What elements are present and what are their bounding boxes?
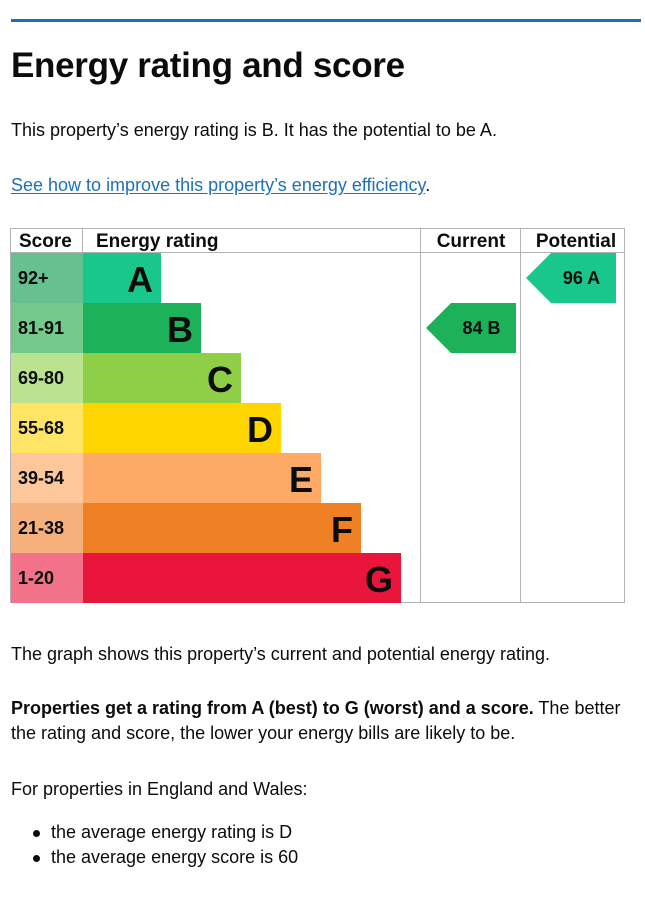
- score-range-e: 39-54: [18, 468, 64, 488]
- rating-markers: 84 B 96 A: [426, 253, 616, 353]
- score-range-c: 69-80: [18, 368, 64, 388]
- graph-description: The graph shows this property’s current …: [11, 644, 550, 664]
- page-title: Energy rating and score: [11, 46, 405, 85]
- rating-explanation-rest: The better the rating and score, the low…: [11, 698, 621, 743]
- improve-efficiency-link[interactable]: See how to improve this property’s energ…: [11, 175, 430, 196]
- rating-bands: 92+ A 81-91 B 69-80 C 55-68 D 39-54 E 21-38 F 1-20 G: [11, 253, 401, 603]
- rating-explanation-bold: Properties get a rating from A (best) to…: [11, 698, 534, 718]
- band-letter-d: D: [247, 409, 273, 450]
- link-period: .: [425, 175, 431, 195]
- score-cell-e: [11, 453, 83, 503]
- rating-explanation: Properties get a rating from A (best) to…: [11, 696, 631, 746]
- header-potential: Potential: [536, 231, 616, 252]
- potential-rating-label: 96 A: [563, 268, 600, 288]
- current-rating-arrow: [426, 303, 516, 353]
- score-range-g: 1-20: [18, 568, 54, 588]
- energy-rating-chart: Score Energy rating Current Potential 92…: [10, 228, 625, 603]
- band-letter-f: F: [331, 509, 353, 550]
- england-wales-heading: For properties in England and Wales:: [11, 779, 308, 799]
- score-cell-a: [11, 253, 83, 303]
- improve-efficiency-link-text[interactable]: See how to improve this property’s energ…: [11, 175, 426, 195]
- average-rating-item: the average energy rating is D: [11, 820, 298, 845]
- band-bar-c: [83, 353, 241, 403]
- header-score: Score: [19, 231, 72, 252]
- band-bar-d: [83, 403, 281, 453]
- potential-rating-arrow: [526, 253, 616, 303]
- band-bar-b: [83, 303, 201, 353]
- rating-summary: This property’s energy rating is B. It h…: [11, 120, 497, 140]
- band-letter-c: C: [207, 359, 233, 400]
- score-cell-b: [11, 303, 83, 353]
- score-range-d: 55-68: [18, 418, 64, 438]
- band-letter-g: G: [365, 559, 393, 600]
- current-rating-label: 84 B: [462, 318, 500, 338]
- band-bar-f: [83, 503, 361, 553]
- score-cell-g: [11, 553, 83, 603]
- header-energy-rating: Energy rating: [96, 231, 218, 252]
- averages-list: the average energy rating is D the avera…: [11, 820, 298, 870]
- top-rule: [11, 19, 641, 22]
- band-letter-e: E: [289, 459, 313, 500]
- score-range-f: 21-38: [18, 518, 64, 538]
- average-score-item: the average energy score is 60: [11, 845, 298, 870]
- score-range-b: 81-91: [18, 318, 64, 338]
- band-bar-e: [83, 453, 321, 503]
- score-range-a: 92+: [18, 268, 49, 288]
- score-cell-d: [11, 403, 83, 453]
- band-letter-a: A: [127, 259, 153, 300]
- score-cell-c: [11, 353, 83, 403]
- score-cell-f: [11, 503, 83, 553]
- band-bar-g: [83, 553, 401, 603]
- band-letter-b: B: [167, 309, 193, 350]
- header-current: Current: [437, 231, 506, 252]
- band-bar-a: [83, 253, 161, 303]
